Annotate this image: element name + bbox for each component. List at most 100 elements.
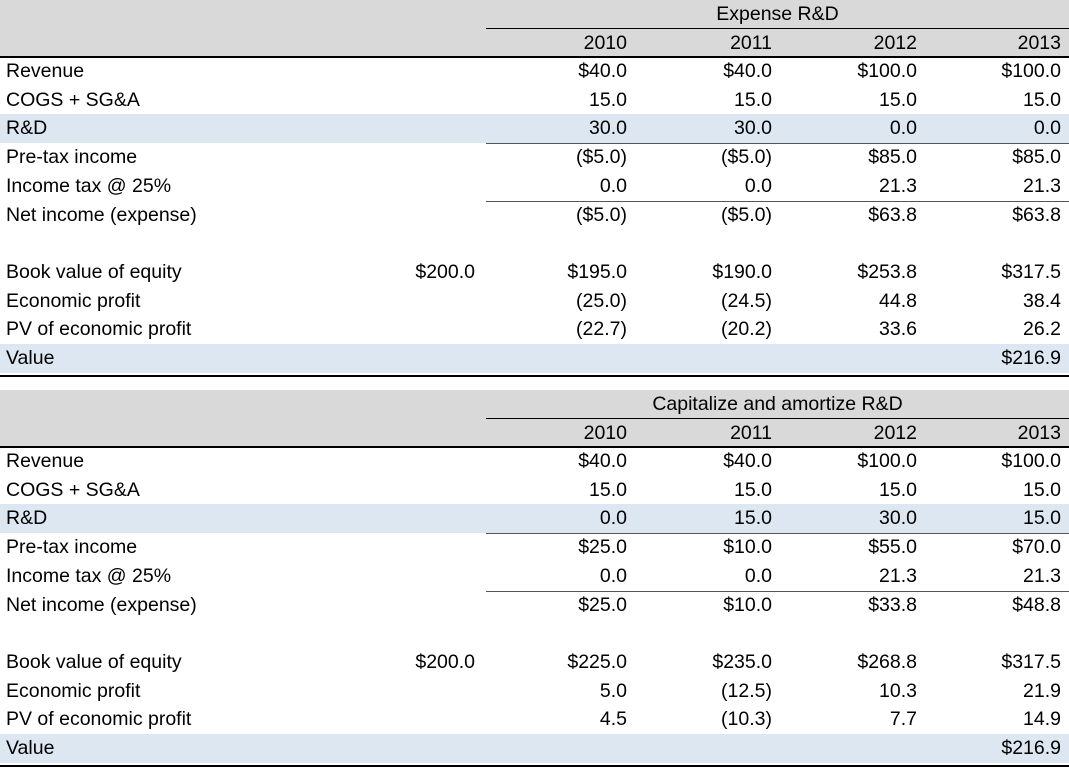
row-label: R&D [6, 117, 48, 140]
value-cell-2011: ($5.0) [721, 146, 772, 169]
value-cell-2011: 30.0 [734, 117, 772, 140]
value-cell-2011: ($5.0) [721, 203, 772, 226]
value-cell-2012: $100.0 [857, 450, 917, 472]
value-cell-2011: 15.0 [734, 88, 772, 111]
subtotal-rule [486, 533, 1069, 535]
year-header-2012: 2012 [873, 32, 917, 54]
subtotal-rule [486, 200, 1069, 202]
value-cell-2010: 0.0 [599, 507, 627, 530]
value-cell-2011 [662, 344, 772, 373]
value-cell-2013: 15.0 [1023, 88, 1061, 111]
table-header: Expense R&D 2010 2011 2012 2013 [0, 0, 1069, 57]
subtotal-rule [486, 143, 1069, 145]
table-row-net-income: Net income (expense) ($5.0) ($5.0) $63.8 $63… [0, 201, 1069, 230]
table-bottom-rule [0, 764, 1069, 767]
value-cell-2011: 0.0 [744, 174, 772, 197]
value-cell-2010: 0.0 [599, 564, 627, 587]
value-cell-2012: $253.8 [857, 260, 917, 283]
value-cell-2010: ($5.0) [576, 203, 627, 226]
value-cell-2013: $317.5 [1001, 260, 1061, 283]
value-cell-2012: 44.8 [879, 289, 917, 312]
year-header-2010: 2010 [583, 32, 627, 54]
table-row-revenue: Revenue $40.0 $40.0 $100.0 $100.0 [0, 57, 1069, 86]
value-cell-2010: 15.0 [589, 88, 627, 111]
table-row-economic-profit: Economic profit (25.0) (24.5) 44.8 38.4 [0, 287, 1069, 316]
header-rule [0, 446, 1069, 448]
value-cell-2012: 10.3 [879, 679, 917, 702]
value-cell-2011: (24.5) [721, 289, 772, 312]
value-cell-2011: 15.0 [734, 507, 772, 530]
value-cell-2012: 7.7 [889, 708, 917, 731]
base-value [365, 734, 475, 763]
row-label: Value [6, 347, 55, 369]
value-cell-2013: 21.3 [1023, 174, 1061, 197]
table-row-spacer [0, 229, 1069, 258]
table-row-income-tax: Income tax @ 25% 0.0 0.0 21.3 21.3 [0, 172, 1069, 201]
value-cell-2010 [517, 619, 627, 648]
row-label: PV of economic profit [6, 708, 192, 731]
base-value [365, 447, 475, 476]
row-label: Revenue [6, 450, 85, 472]
value-cell-2010: 5.0 [599, 679, 627, 702]
value-cell-2010: $225.0 [567, 650, 627, 673]
value-cell-2012: 21.3 [879, 174, 917, 197]
value-cell-2011: 0.0 [744, 564, 772, 587]
row-label: COGS + SG&A [6, 478, 140, 501]
base-value [365, 619, 475, 648]
base-value [365, 677, 475, 706]
value-cell-2013: $317.5 [1001, 650, 1061, 673]
subtotal-rule [486, 590, 1069, 592]
table-row-net-income: Net income (expense) $25.0 $10.0 $33.8 $48.8 [0, 591, 1069, 620]
value-cell-2012: $55.0 [868, 536, 917, 559]
value-cell-2012: 15.0 [879, 88, 917, 111]
value-cell-2013: 38.4 [1023, 289, 1061, 312]
value-cell-2012: $63.8 [868, 203, 917, 226]
table-row-pretax-income: Pre-tax income ($5.0) ($5.0) $85.0 $85.0 [0, 143, 1069, 172]
row-label: PV of economic profit [6, 318, 192, 341]
row-label: Pre-tax income [6, 536, 138, 559]
value-cell-2013: $48.8 [1012, 593, 1061, 616]
row-label: Book value of equity [6, 650, 182, 673]
table-row-pv-economic-profit: PV of economic profit 4.5 (10.3) 7.7 14.9 [0, 705, 1069, 734]
value-cell-2012 [807, 229, 917, 258]
table-row-book-value-equity: Book value of equity $200.0 $195.0 $190.0 $2… [0, 258, 1069, 287]
value-cell-2011 [662, 229, 772, 258]
value-cell-2013: $100.0 [1001, 450, 1061, 472]
row-label: Revenue [6, 60, 85, 82]
header-rule [0, 56, 1069, 58]
value-cell-2010: ($5.0) [576, 146, 627, 169]
value-cell-2011: (20.2) [721, 318, 772, 341]
base-value [365, 476, 475, 505]
value-cell-2012 [807, 344, 917, 373]
table-row-value: Value $216.9 [0, 344, 1069, 373]
value-cell-2013 [951, 619, 1061, 648]
year-header-2013: 2013 [1017, 32, 1061, 54]
base-value [365, 114, 475, 143]
row-label: Book value of equity [6, 260, 182, 283]
value-cell-2010: 15.0 [589, 478, 627, 501]
value-cell-2013: $216.9 [1001, 347, 1061, 369]
value-cell-2012: $85.0 [868, 146, 917, 169]
value-cell-2010: (25.0) [576, 289, 627, 312]
value-cell-2013: $100.0 [1001, 60, 1061, 82]
row-label: Net income (expense) [6, 203, 197, 226]
table-row-cogs-sga: COGS + SG&A 15.0 15.0 15.0 15.0 [0, 86, 1069, 115]
table-row-pretax-income: Pre-tax income $25.0 $10.0 $55.0 $70.0 [0, 533, 1069, 562]
value-cell-2011 [662, 619, 772, 648]
base-value [365, 562, 475, 591]
base-value [365, 229, 475, 258]
value-cell-2010 [517, 734, 627, 763]
base-value [365, 287, 475, 316]
value-cell-2010: 4.5 [599, 708, 627, 731]
value-cell-2013: $85.0 [1012, 146, 1061, 169]
value-cell-2012: 33.6 [879, 318, 917, 341]
base-value [365, 172, 475, 201]
value-cell-2012: $100.0 [857, 60, 917, 82]
row-label: Net income (expense) [6, 593, 197, 616]
table-panel: Capitalize and amortize R&D 2010 2011 2012 2… [0, 390, 1069, 767]
row-label: Income tax @ 25% [6, 174, 172, 197]
row-label: COGS + SG&A [6, 88, 140, 111]
value-cell-2010: 30.0 [589, 117, 627, 140]
base-value [365, 504, 475, 533]
base-value [365, 533, 475, 562]
